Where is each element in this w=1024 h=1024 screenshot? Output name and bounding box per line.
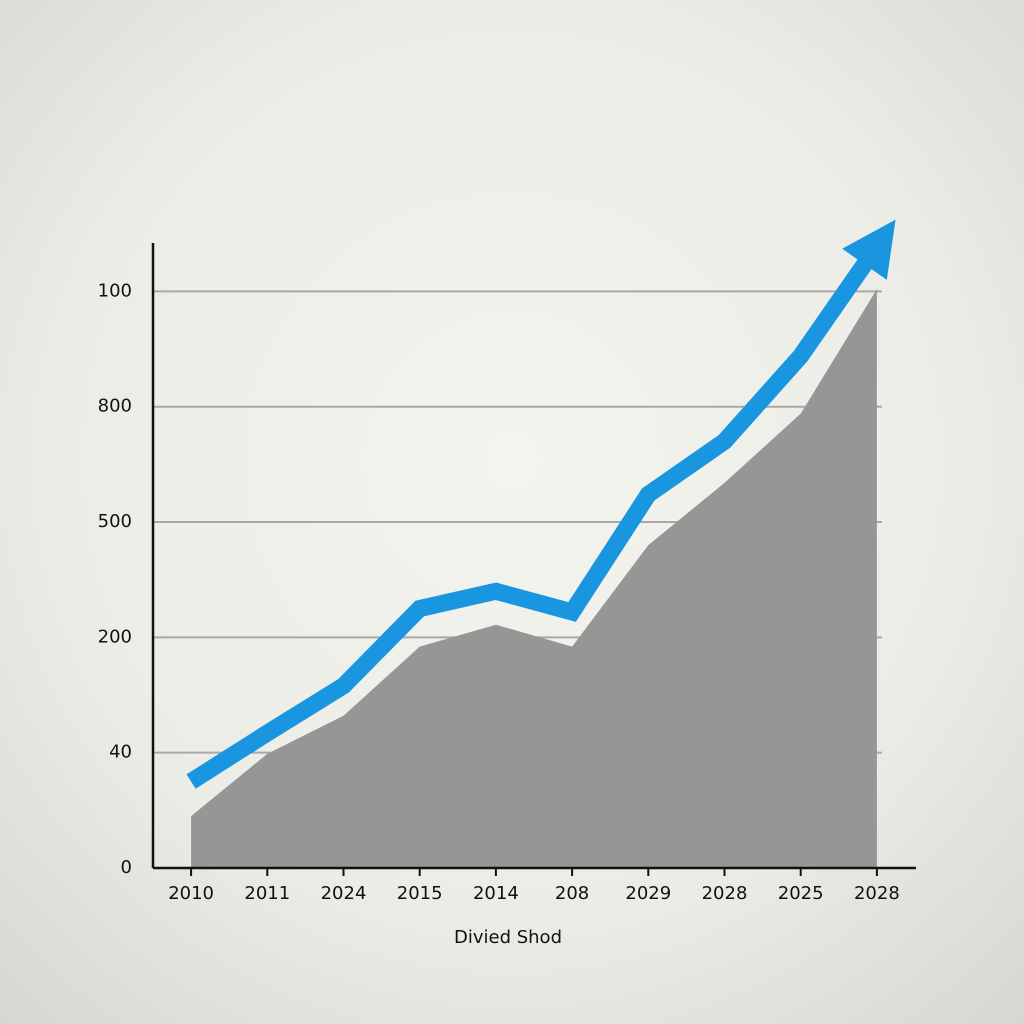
y-tick-label: 0 (121, 857, 132, 878)
x-tick-label: 208 (555, 883, 589, 904)
area (191, 289, 877, 868)
y-tick-label: 500 (98, 511, 132, 532)
x-tick-label: 2011 (244, 883, 290, 904)
x-tick-label: 2014 (473, 883, 519, 904)
y-tick-label: 200 (98, 626, 132, 647)
x-tick-label: 2028 (702, 883, 748, 904)
x-tick-label: 2015 (397, 883, 443, 904)
trend-line (186, 219, 896, 789)
y-tick-label: 40 (109, 742, 132, 763)
x-tick-label: 2028 (854, 883, 900, 904)
x-axis-title: Divied Shod (454, 927, 562, 948)
x-tick-label: 2024 (321, 883, 367, 904)
x-tick-label: 2029 (625, 883, 671, 904)
x-tick-label: 2025 (778, 883, 824, 904)
x-tick-label: 2010 (168, 883, 214, 904)
y-tick-label: 800 (98, 396, 132, 417)
y-tick-label: 100 (98, 280, 132, 301)
